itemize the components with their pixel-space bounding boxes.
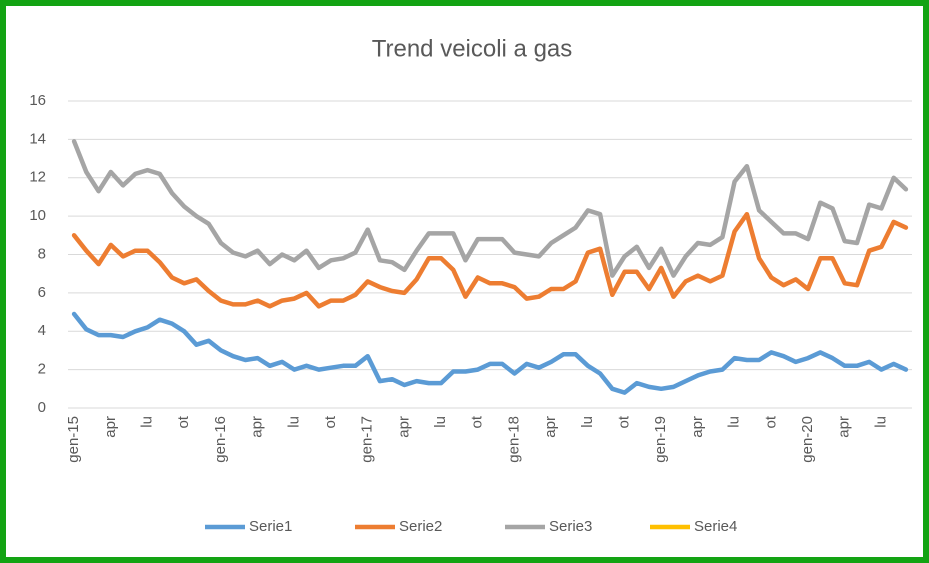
x-tick-label: gen-19 — [652, 416, 669, 463]
y-tick-label: 8 — [38, 245, 46, 262]
chart-title: Trend veicoli a gas — [372, 35, 573, 62]
x-tick-label: gen-15 — [65, 416, 82, 463]
x-tick-label: ot — [175, 415, 192, 428]
y-tick-label: 6 — [38, 284, 46, 301]
x-tick-label: gen-20 — [799, 416, 816, 463]
y-tick-label: 14 — [29, 130, 46, 147]
x-tick-label: lu — [432, 416, 449, 428]
y-tick-label: 4 — [38, 322, 46, 339]
legend-label: Serie2 — [399, 518, 442, 535]
x-tick-label: lu — [726, 416, 743, 428]
y-tick-label: 16 — [29, 92, 46, 109]
x-tick-label: ot — [762, 415, 779, 428]
x-tick-label: apr — [395, 416, 412, 438]
x-tick-label: ot — [616, 415, 633, 428]
legend-label: Serie1 — [249, 518, 292, 535]
y-tick-label: 12 — [29, 169, 46, 186]
x-tick-label: ot — [322, 415, 339, 428]
legend-label: Serie4 — [694, 518, 737, 535]
x-tick-label: apr — [836, 416, 853, 438]
x-tick-label: apr — [102, 416, 119, 438]
series-line — [71, 211, 909, 309]
x-tick-label: ot — [469, 415, 486, 428]
y-tick-label: 10 — [29, 207, 46, 224]
x-tick-label: lu — [138, 416, 155, 428]
x-tick-label: apr — [249, 416, 266, 438]
x-tick-label: gen-18 — [505, 416, 522, 463]
x-tick-label: apr — [689, 416, 706, 438]
x-tick-label: gen-17 — [359, 416, 376, 463]
series-line — [71, 139, 909, 278]
x-tick-label: lu — [872, 416, 889, 428]
y-tick-label: 0 — [38, 399, 46, 416]
x-tick-label: lu — [285, 416, 302, 428]
x-tick-label: lu — [579, 416, 596, 428]
series-line — [71, 311, 909, 395]
x-tick-label: gen-16 — [212, 416, 229, 463]
y-tick-label: 2 — [38, 361, 46, 378]
legend-label: Serie3 — [549, 518, 592, 535]
x-tick-label: apr — [542, 416, 559, 438]
